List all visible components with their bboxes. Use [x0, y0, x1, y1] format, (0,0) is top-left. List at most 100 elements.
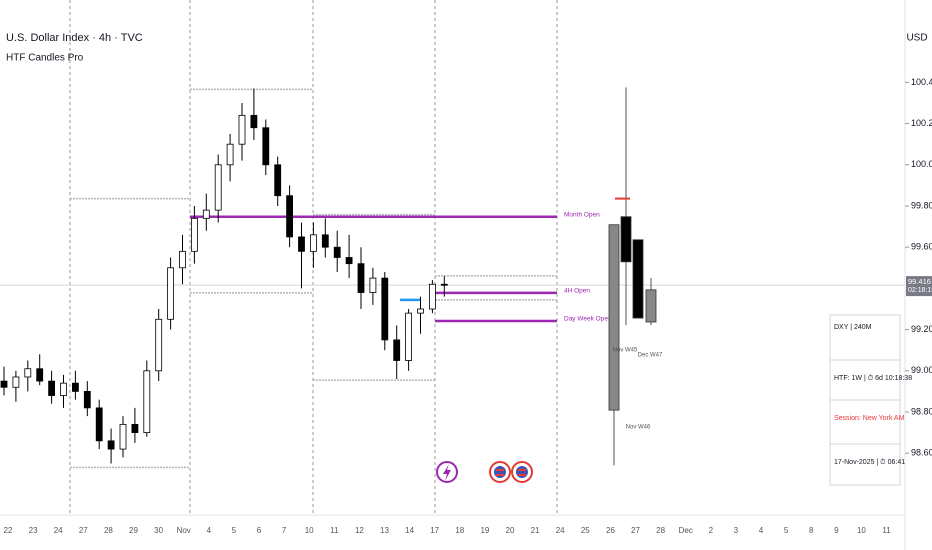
x-tick-label: 27 [631, 526, 640, 535]
candle-body [202, 209, 210, 219]
candle-body [428, 283, 436, 310]
x-tick-label: 9 [834, 526, 839, 535]
x-tick-label: 10 [857, 526, 866, 535]
candle-body [0, 380, 8, 388]
htf-label: Dec W47 [638, 353, 663, 359]
y-tick-label: 98.600 [911, 448, 932, 458]
x-tick-label: 27 [79, 526, 88, 535]
y-tick-label: 100.200 [911, 118, 932, 128]
y-tick-label: 99.600 [911, 242, 932, 252]
info-row: 17-Nov-2025 | ⏱ 06:41 [834, 458, 905, 466]
htf-body [608, 224, 620, 411]
info-row: DXY | 240M [834, 324, 872, 331]
x-tick-label: 5 [232, 526, 237, 535]
x-tick-label: Nov [177, 526, 191, 535]
candle-body [48, 380, 55, 396]
candle-body [321, 234, 329, 248]
htf-label: Nov W45 [613, 348, 638, 354]
x-tick-label: 25 [581, 526, 590, 535]
x-tick-label: 11 [882, 526, 891, 535]
candle-body [83, 390, 91, 409]
candle-body [286, 195, 294, 238]
x-tick-label: 26 [606, 526, 615, 535]
x-tick-label: 4 [207, 526, 212, 535]
htf-body [645, 289, 657, 323]
candle-body [345, 257, 353, 265]
candle-body [298, 236, 305, 252]
candle-body [238, 114, 246, 145]
candle-body [381, 277, 389, 341]
x-tick-label: 29 [129, 526, 138, 535]
candle-body [309, 234, 317, 252]
x-tick-label: Dec [679, 526, 693, 535]
x-tick-label: 11 [330, 526, 339, 535]
candle-body [167, 267, 175, 320]
last-price-label: 99.416 [908, 277, 931, 286]
candle-body [357, 263, 365, 293]
candle-body [179, 250, 186, 269]
x-tick-label: 21 [531, 526, 540, 535]
candle-body [12, 376, 20, 388]
y-tick-label: 99.200 [911, 324, 932, 334]
candle-body [143, 370, 151, 433]
candle-body [190, 217, 198, 252]
x-tick-label: 24 [556, 526, 565, 535]
level-label: 4H Open [564, 288, 590, 295]
x-tick-label: 18 [455, 526, 464, 535]
candle-body [369, 277, 377, 293]
x-tick-label: 12 [355, 526, 364, 535]
candle-body [36, 368, 44, 382]
candle-body [226, 143, 234, 166]
x-tick-label: 28 [104, 526, 113, 535]
x-tick-label: 13 [380, 526, 389, 535]
htf-label: Nov W46 [626, 425, 651, 431]
x-tick-label: 6 [257, 526, 262, 535]
last-price-box [906, 276, 932, 297]
indicator-name: HTF Candles Pro [6, 53, 84, 64]
info-row: HTF: 1W | ⏱ 6d 10:18:38 [834, 374, 912, 382]
x-tick-label: 28 [656, 526, 665, 535]
x-tick-label: 24 [54, 526, 63, 535]
candle-body [119, 423, 127, 450]
week-separators [69, 0, 558, 515]
x-tick-label: 10 [305, 526, 314, 535]
x-tick-label: 23 [29, 526, 38, 535]
info-row: Session: New York AM [834, 415, 905, 422]
x-tick-label: 8 [809, 526, 814, 535]
x-tick-label: 4 [759, 526, 764, 535]
y-tick-label: 99.800 [911, 200, 932, 210]
x-tick-label: 22 [4, 526, 13, 535]
y-tick-label: 98.800 [911, 406, 932, 416]
x-tick-label: 5 [784, 526, 789, 535]
candle-body [405, 312, 413, 361]
x-tick-label: 20 [506, 526, 515, 535]
candle-body [417, 308, 424, 314]
candle-body [107, 440, 115, 450]
x-tick-label: 17 [430, 526, 439, 535]
currency: USD [906, 33, 927, 44]
candle-body [262, 127, 270, 166]
x-tick-label: 3 [734, 526, 739, 535]
level-label: Day Week Open [564, 316, 612, 323]
candle-body [440, 283, 448, 286]
candle-body [72, 382, 79, 392]
y-tick-label: 100.400 [911, 77, 932, 87]
level-label: Month Open [564, 211, 600, 218]
x-tick-label: 7 [282, 526, 287, 535]
candle-body [131, 423, 139, 433]
x-tick-label: 2 [709, 526, 714, 535]
candle-body [393, 339, 401, 361]
x-tick-label: 30 [154, 526, 163, 535]
candle-body [155, 318, 163, 372]
x-tick-label: 14 [405, 526, 414, 535]
candle-body [250, 114, 258, 129]
y-tick-label: 99.000 [911, 365, 932, 375]
candle-body [60, 382, 67, 396]
candle-body [274, 164, 282, 197]
y-tick-label: 100.000 [911, 159, 932, 169]
candle-body [24, 368, 32, 378]
chart-title: U.S. Dollar Index · 4h · TVC [6, 32, 143, 44]
candle-body [333, 246, 341, 258]
